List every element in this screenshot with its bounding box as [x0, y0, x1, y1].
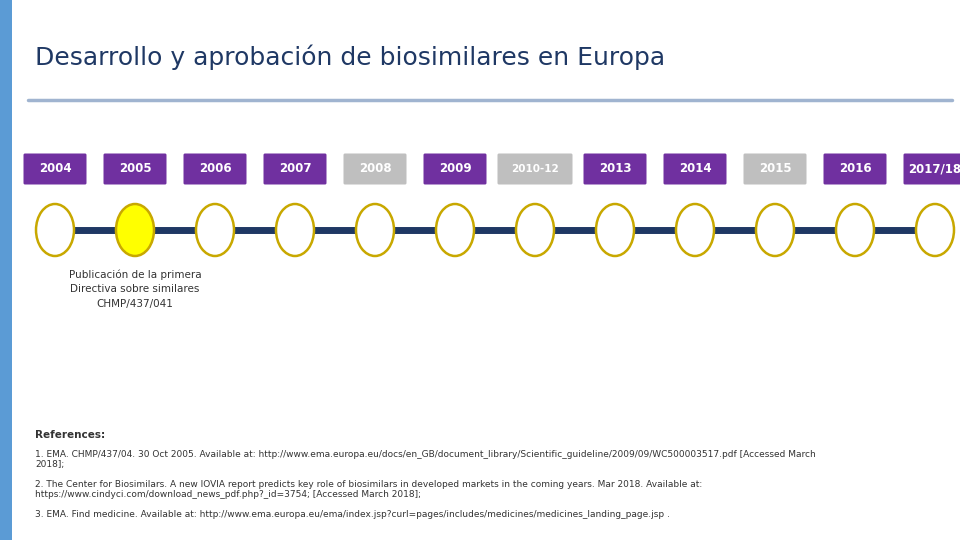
FancyBboxPatch shape — [423, 153, 487, 185]
Text: 2007: 2007 — [278, 163, 311, 176]
Text: 1. EMA. CHMP/437/04. 30 Oct 2005. Available at: http://www.ema.europa.eu/docs/en: 1. EMA. CHMP/437/04. 30 Oct 2005. Availa… — [35, 450, 816, 469]
Ellipse shape — [516, 204, 554, 256]
Text: 2013: 2013 — [599, 163, 632, 176]
FancyBboxPatch shape — [903, 153, 960, 185]
FancyBboxPatch shape — [183, 153, 247, 185]
Ellipse shape — [356, 204, 394, 256]
FancyBboxPatch shape — [743, 153, 806, 185]
FancyBboxPatch shape — [497, 153, 572, 185]
Text: 3. EMA. Find medicine. Available at: http://www.ema.europa.eu/ema/index.jsp?curl: 3. EMA. Find medicine. Available at: htt… — [35, 510, 670, 519]
Text: 2009: 2009 — [439, 163, 471, 176]
FancyBboxPatch shape — [263, 153, 326, 185]
Text: Publicación de la primera
Directiva sobre similares
CHMP/437/041: Publicación de la primera Directiva sobr… — [69, 270, 202, 308]
Text: 2015: 2015 — [758, 163, 791, 176]
Text: 2. The Center for Biosimilars. A new IOVIA report predicts key role of biosimila: 2. The Center for Biosimilars. A new IOV… — [35, 480, 703, 500]
FancyBboxPatch shape — [584, 153, 646, 185]
Text: 2014: 2014 — [679, 163, 711, 176]
Text: 2006: 2006 — [199, 163, 231, 176]
Text: 2004: 2004 — [38, 163, 71, 176]
Ellipse shape — [676, 204, 714, 256]
Ellipse shape — [756, 204, 794, 256]
FancyBboxPatch shape — [663, 153, 727, 185]
Ellipse shape — [276, 204, 314, 256]
Text: 2016: 2016 — [839, 163, 872, 176]
Ellipse shape — [196, 204, 234, 256]
Text: 2005: 2005 — [119, 163, 152, 176]
Text: References:: References: — [35, 430, 106, 440]
Text: 2017/18: 2017/18 — [908, 163, 960, 176]
Ellipse shape — [116, 204, 154, 256]
FancyBboxPatch shape — [344, 153, 406, 185]
Ellipse shape — [596, 204, 634, 256]
Ellipse shape — [436, 204, 474, 256]
Ellipse shape — [36, 204, 74, 256]
FancyBboxPatch shape — [0, 0, 12, 540]
Text: 2008: 2008 — [359, 163, 392, 176]
Text: 2010-12: 2010-12 — [511, 164, 559, 174]
FancyBboxPatch shape — [824, 153, 886, 185]
Text: Desarrollo y aprobación de biosimilares en Europa: Desarrollo y aprobación de biosimilares … — [35, 45, 665, 71]
FancyBboxPatch shape — [23, 153, 86, 185]
FancyBboxPatch shape — [104, 153, 166, 185]
Ellipse shape — [916, 204, 954, 256]
Ellipse shape — [836, 204, 874, 256]
